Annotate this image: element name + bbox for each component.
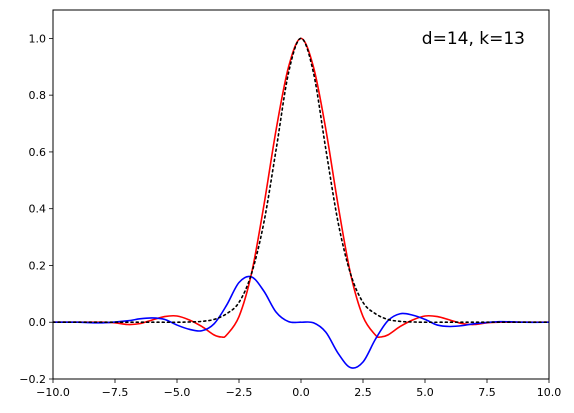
y-tick-label: 0.4 [29,203,47,216]
series-line-1 [53,275,549,369]
y-tick-label: 0.0 [29,316,47,329]
series-line-2 [53,37,549,324]
chart-series-group [53,37,549,369]
y-tick-label: 0.2 [29,259,47,272]
x-tick-label: −2.5 [226,386,253,399]
x-tick-label: 10.0 [537,386,562,399]
y-tick-label: 0.6 [29,146,47,159]
x-tick-label: 5.0 [416,386,434,399]
chart-axes-group: −10.0 −7.5 −5.0 −2.5 0.0 2.5 5.0 7.5 10.0 −0.2 0.0… [19,32,561,399]
plot-frame [52,9,550,380]
y-tick-label: −0.2 [19,373,46,386]
x-tick-label: −10.0 [36,386,70,399]
chart-annotation: d=14, k=13 [422,29,525,49]
y-tick-label: 1.0 [29,32,47,45]
x-tick-label: −7.5 [102,386,129,399]
series-line-0 [53,37,549,339]
x-tick-label: 7.5 [478,386,496,399]
x-tick-label: −5.0 [164,386,191,399]
y-tick-label: 0.8 [29,89,47,102]
x-tick-label: 2.5 [354,386,372,399]
x-tick-label: 0.0 [292,386,310,399]
